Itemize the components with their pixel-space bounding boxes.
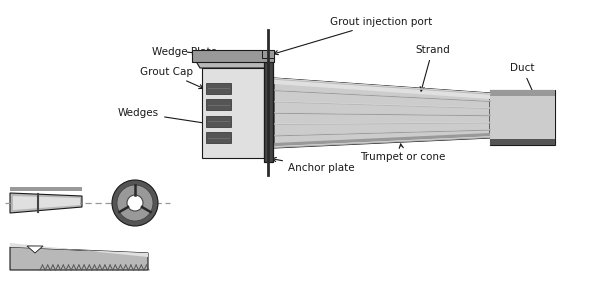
Text: Anchor plate: Anchor plate: [272, 157, 355, 173]
Text: Strand: Strand: [415, 45, 450, 91]
Polygon shape: [274, 133, 490, 148]
Polygon shape: [10, 247, 148, 270]
Circle shape: [117, 185, 153, 221]
Polygon shape: [274, 78, 490, 99]
Bar: [206, 83, 231, 94]
Polygon shape: [10, 193, 82, 213]
Circle shape: [127, 195, 143, 211]
Text: Trumpet or cone: Trumpet or cone: [360, 144, 445, 162]
Text: Duct: Duct: [510, 63, 551, 131]
Polygon shape: [10, 243, 148, 257]
Bar: [202, 68, 263, 158]
Bar: [490, 90, 555, 145]
Bar: [10, 187, 82, 191]
Text: Wedge Plate: Wedge Plate: [152, 47, 217, 57]
Polygon shape: [27, 246, 43, 253]
Text: Grout Cap: Grout Cap: [140, 67, 203, 89]
Polygon shape: [274, 78, 490, 148]
Text: Grout injection port: Grout injection port: [274, 17, 432, 55]
Text: Wedges: Wedges: [118, 108, 215, 126]
Circle shape: [112, 180, 158, 226]
Bar: [206, 99, 231, 110]
Bar: [490, 139, 555, 145]
Bar: [262, 50, 274, 58]
Polygon shape: [194, 58, 271, 68]
Bar: [206, 116, 231, 127]
Bar: [490, 90, 555, 96]
Polygon shape: [13, 196, 80, 210]
Bar: [263, 60, 272, 162]
Bar: [192, 50, 274, 62]
Bar: [490, 95, 555, 140]
Bar: [206, 132, 231, 143]
